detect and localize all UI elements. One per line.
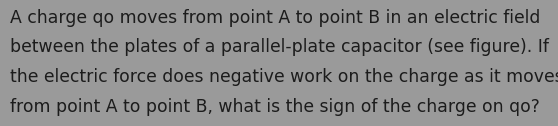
Text: from point A to point B, what is the sign of the charge on qo?: from point A to point B, what is the sig… (10, 98, 540, 116)
Text: between the plates of a parallel-plate capacitor (see figure). If: between the plates of a parallel-plate c… (10, 38, 549, 56)
Text: A charge qo moves from point A to point B in an electric field: A charge qo moves from point A to point … (10, 9, 540, 27)
Text: the electric force does negative work on the charge as it moves: the electric force does negative work on… (10, 68, 558, 86)
